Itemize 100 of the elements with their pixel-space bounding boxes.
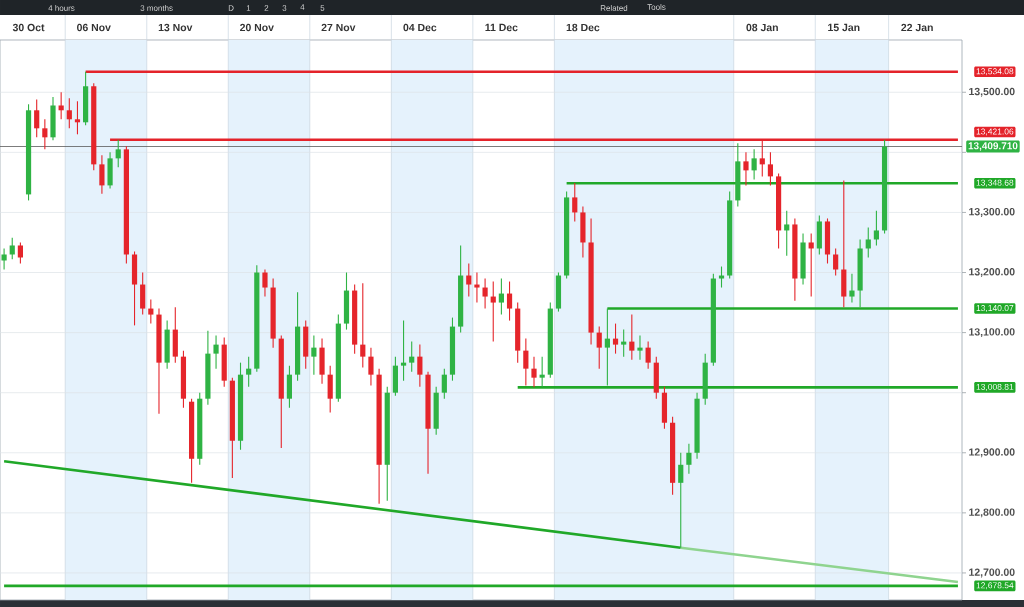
- candlestick: [156, 308, 162, 415]
- candlestick: [792, 217, 798, 302]
- candlestick: [555, 271, 562, 313]
- candlestick: [74, 100, 81, 135]
- candlestick: [205, 330, 211, 406]
- candlestick: [670, 416, 676, 496]
- candlestick: [115, 139, 121, 168]
- candlestick: [441, 368, 447, 400]
- candlestick: [409, 341, 415, 373]
- text: 12,678.54: [976, 582, 1014, 590]
- y-tick-label: 13,300.00: [969, 207, 1015, 217]
- y-tick-label: 13,200.00: [969, 268, 1015, 277]
- text: 13,421.06: [976, 128, 1014, 136]
- candlestick: [50, 96, 56, 141]
- candlestick: [254, 264, 260, 373]
- x-tick-label: 18 Dec: [566, 23, 600, 32]
- candlestick: [172, 306, 178, 364]
- candlestick: [539, 356, 545, 388]
- candlestick: [686, 443, 692, 475]
- candlestick: [58, 91, 64, 120]
- candlestick: [148, 299, 154, 325]
- candlestick: [784, 210, 790, 257]
- candlestick: [188, 398, 195, 484]
- candlestick: [775, 172, 782, 250]
- candlestick: [816, 214, 822, 256]
- candlestick: [824, 217, 831, 265]
- candlestick: [727, 190, 733, 280]
- candlestick: [278, 335, 284, 449]
- candlestick: [661, 386, 668, 430]
- candlestick: [849, 273, 855, 304]
- candlestick: [881, 139, 888, 235]
- text: 13,008.81: [976, 383, 1014, 391]
- candlestick: [140, 271, 146, 316]
- candlestick: [637, 335, 643, 361]
- candlestick: [384, 386, 390, 502]
- candlestick: [841, 180, 847, 308]
- candlestick: [596, 326, 602, 370]
- x-tick-label: 22 Jan: [901, 23, 933, 32]
- candlestick: [433, 386, 439, 436]
- candlestick: [335, 314, 341, 403]
- candlestick: [678, 452, 684, 549]
- candlestick: [319, 338, 325, 385]
- candlestick: [808, 232, 814, 298]
- candlestick: [547, 302, 553, 379]
- candlestick: [702, 353, 708, 406]
- candlestick: [474, 271, 480, 304]
- candlestick: [506, 280, 513, 322]
- candlestick: [865, 226, 871, 259]
- candlestick: [400, 320, 407, 382]
- candlestick: [42, 118, 48, 150]
- candlestick: [645, 341, 651, 370]
- candlestick: [34, 98, 40, 138]
- candlestick: [303, 320, 309, 370]
- x-tick-label: 11 Dec: [485, 23, 518, 32]
- candlestick: [327, 365, 333, 414]
- x-tick-label: 04 Dec: [403, 23, 437, 32]
- text: 13,140.07: [976, 305, 1014, 313]
- y-tick-label: 13,100.00: [969, 328, 1015, 338]
- candlestick: [311, 335, 317, 376]
- candlestick: [767, 151, 774, 186]
- y-tick-label: 13,500.00: [969, 87, 1015, 97]
- candlestick: [449, 317, 456, 382]
- text: 13,348.68: [976, 179, 1014, 187]
- candlestick: [352, 283, 358, 355]
- candlestick: [376, 368, 382, 505]
- candlestick: [417, 344, 423, 388]
- x-tick-label: 13 Nov: [158, 23, 193, 32]
- candlestick: [164, 320, 170, 370]
- candlestick: [180, 350, 187, 409]
- candlestick: [612, 323, 619, 355]
- candlestick: [66, 97, 72, 129]
- x-tick-label: 30 Oct: [12, 23, 45, 32]
- candlestick: [833, 247, 839, 277]
- x-tick-label: 15 Jan: [828, 23, 860, 32]
- candlestick: [531, 356, 537, 388]
- candlestick: [515, 302, 521, 364]
- candlestick: [107, 151, 113, 189]
- candlestick: [751, 148, 757, 180]
- text: 13,534.08: [976, 68, 1014, 76]
- candlestick: [743, 151, 749, 186]
- candlestick: [213, 335, 219, 370]
- candlestick: [392, 356, 399, 397]
- candlestick: [17, 241, 23, 265]
- candlestick: [580, 205, 586, 259]
- candlestick: [343, 271, 350, 331]
- candlestick: [800, 232, 806, 286]
- candlestick: [197, 392, 203, 466]
- y-tick-label: 12,900.00: [969, 448, 1015, 458]
- candlestick: [718, 265, 725, 289]
- candlestick: [604, 308, 610, 387]
- candlestick: [221, 336, 227, 388]
- candlestick: [246, 356, 252, 388]
- candlestick: [458, 244, 464, 334]
- candlestick: [368, 347, 374, 387]
- candlestick: [490, 280, 496, 343]
- x-tick-label: 08 Jan: [746, 23, 778, 32]
- candlestick: [694, 392, 700, 460]
- candlestick: [710, 273, 716, 367]
- candlestick: [629, 314, 635, 361]
- candlestick: [262, 268, 268, 298]
